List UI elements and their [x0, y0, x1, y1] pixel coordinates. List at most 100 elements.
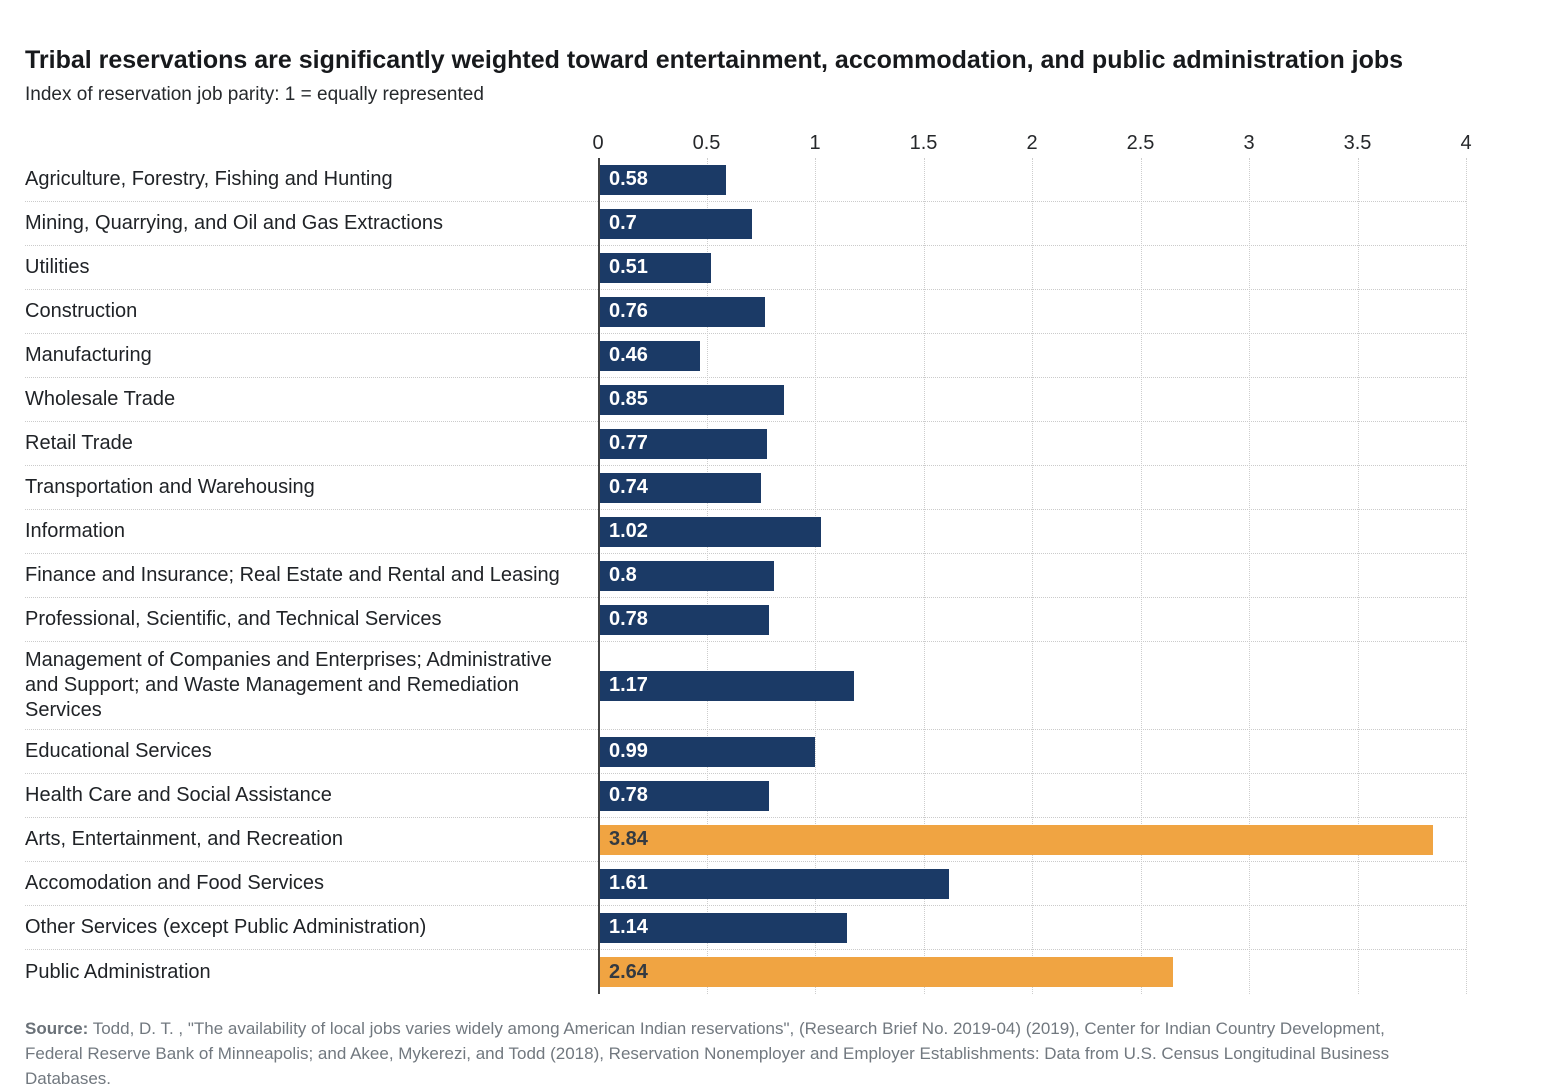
value-label: 0.7: [609, 212, 637, 234]
bar-area: 0.58: [598, 164, 1466, 195]
chart-row: Management of Companies and Enterprises;…: [25, 642, 1466, 730]
chart-row: Finance and Insurance; Real Estate and R…: [25, 554, 1466, 598]
chart-title: Tribal reservations are significantly we…: [25, 46, 1404, 74]
bar: 0.46: [600, 340, 700, 371]
vertical-gridline: [1140, 158, 1142, 994]
value-label: 0.51: [609, 256, 648, 278]
chart-row: Information 1.02: [25, 510, 1466, 554]
bar-area: 0.99: [598, 736, 1466, 767]
value-label: 0.77: [609, 432, 648, 454]
value-label: 2.64: [609, 960, 648, 983]
bar: 0.58: [600, 164, 726, 195]
bar-highlighted: 3.84: [600, 824, 1434, 855]
bar-area: 0.78: [598, 604, 1466, 635]
bar-area: 0.77: [598, 428, 1466, 459]
value-label: 1.02: [609, 520, 648, 542]
bar: 1.02: [600, 516, 822, 547]
bar: 1.14: [600, 912, 848, 943]
value-label: 1.17: [609, 674, 648, 696]
bar: 0.77: [600, 428, 768, 459]
category-label: Professional, Scientific, and Technical …: [25, 608, 442, 630]
source-label: Source:: [25, 1019, 89, 1038]
chart-row: Arts, Entertainment, and Recreation 3.84: [25, 818, 1466, 862]
zero-axis-line: [598, 158, 600, 994]
chart-row: Professional, Scientific, and Technical …: [25, 598, 1466, 642]
x-axis-tick-label: 0.5: [692, 132, 721, 154]
bar-area: 1.17: [598, 670, 1466, 701]
vertical-gridline: [1357, 158, 1359, 994]
bar-highlighted: 2.64: [600, 957, 1173, 987]
value-label: 0.76: [609, 300, 648, 322]
bar: 0.99: [600, 736, 815, 767]
source-note: Source: Todd, D. T. , "The availability …: [0, 994, 1427, 1091]
value-label: 1.61: [609, 872, 648, 894]
chart-row: Accomodation and Food Services 1.61: [25, 862, 1466, 906]
value-label: 0.99: [609, 740, 648, 762]
bar: 1.61: [600, 868, 950, 899]
chart-row: Public Administration 2.64: [25, 950, 1466, 994]
x-axis-tick-label: 3: [1243, 132, 1255, 154]
category-label: Retail Trade: [25, 432, 133, 454]
category-label: Transportation and Warehousing: [25, 476, 315, 498]
category-label: Information: [25, 520, 126, 542]
value-label: 0.58: [609, 168, 648, 190]
bar-area: 3.84: [598, 824, 1466, 855]
bar-area: 0.74: [598, 472, 1466, 503]
chart-row: Health Care and Social Assistance 0.78: [25, 774, 1466, 818]
x-axis-tick-label: 2: [1026, 132, 1038, 154]
source-text: Todd, D. T. , "The availability of local…: [25, 1019, 1390, 1088]
category-label: Management of Companies and Enterprises;…: [25, 649, 552, 721]
x-axis: 0 0.5 1 1.5 2 2.5 3 3.5 4: [25, 130, 1471, 158]
bar-area: 2.64: [598, 957, 1466, 987]
bar: 0.78: [600, 780, 770, 811]
bar-area: 0.8: [598, 560, 1466, 591]
x-axis-tick-label: 4: [1460, 132, 1472, 154]
bar: 0.8: [600, 560, 774, 591]
bar-area: 1.02: [598, 516, 1466, 547]
value-label: 0.8: [609, 564, 637, 586]
value-label: 0.46: [609, 344, 648, 366]
vertical-gridline: [1032, 158, 1033, 994]
bar-area: 0.46: [598, 340, 1466, 371]
chart-row: Educational Services 0.99: [25, 730, 1466, 774]
chart-row: Transportation and Warehousing 0.74: [25, 466, 1466, 510]
category-label: Manufacturing: [25, 344, 152, 366]
vertical-gridline: [923, 158, 925, 994]
bar-area: 0.76: [598, 296, 1466, 327]
bar-area: 0.78: [598, 780, 1466, 811]
category-label: Finance and Insurance; Real Estate and R…: [25, 564, 560, 586]
vertical-gridline: [1466, 158, 1467, 994]
bar-area: 0.7: [598, 208, 1466, 239]
category-label: Health Care and Social Assistance: [25, 784, 332, 806]
category-label: Mining, Quarrying, and Oil and Gas Extra…: [25, 212, 443, 234]
bar: 0.76: [600, 296, 765, 327]
bar-area: 0.85: [598, 384, 1466, 415]
category-label: Public Administration: [25, 960, 211, 983]
plot-area: Agriculture, Forestry, Fishing and Hunti…: [25, 158, 1467, 994]
category-label: Utilities: [25, 256, 90, 278]
category-label: Construction: [25, 300, 138, 322]
chart-row: Mining, Quarrying, and Oil and Gas Extra…: [25, 202, 1466, 246]
category-label: Accomodation and Food Services: [25, 872, 325, 894]
value-label: 0.78: [609, 608, 648, 630]
bar: 0.7: [600, 208, 752, 239]
x-axis-tick-label: 3.5: [1343, 132, 1372, 154]
x-axis-tick-label: 0: [592, 132, 604, 154]
x-axis-tick-label: 2.5: [1126, 132, 1155, 154]
bar-area: 0.51: [598, 252, 1466, 283]
category-label: Educational Services: [25, 740, 212, 762]
bar: 0.51: [600, 252, 711, 283]
bar-area: 1.14: [598, 912, 1466, 943]
chart-row: Wholesale Trade 0.85: [25, 378, 1466, 422]
bar: 0.74: [600, 472, 761, 503]
value-label: 0.78: [609, 784, 648, 806]
chart-row: Agriculture, Forestry, Fishing and Hunti…: [25, 158, 1466, 202]
category-label: Wholesale Trade: [25, 388, 176, 410]
category-label: Agriculture, Forestry, Fishing and Hunti…: [25, 168, 393, 190]
vertical-gridline: [815, 158, 816, 994]
chart-row: Construction 0.76: [25, 290, 1466, 334]
x-axis-tick-label: 1.5: [909, 132, 938, 154]
chart-subtitle: Index of reservation job parity: 1 = equ…: [25, 84, 484, 105]
category-label: Arts, Entertainment, and Recreation: [25, 828, 343, 850]
chart-row: Manufacturing 0.46: [25, 334, 1466, 378]
